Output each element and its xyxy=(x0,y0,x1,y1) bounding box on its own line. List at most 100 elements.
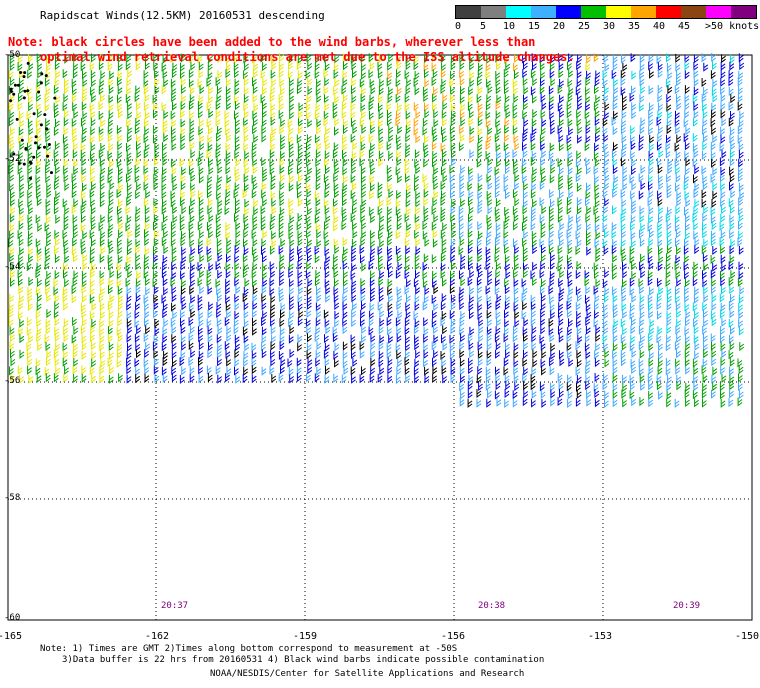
wind-barb xyxy=(244,199,250,208)
wind-barb xyxy=(630,358,636,368)
wind-barb xyxy=(496,150,501,160)
wind-barb xyxy=(225,349,231,359)
wind-barb xyxy=(396,150,402,160)
wind-barb xyxy=(656,381,662,391)
wind-barb xyxy=(477,173,483,183)
wind-barb xyxy=(496,317,501,327)
wind-barb xyxy=(161,342,167,352)
wind-barb xyxy=(90,205,96,215)
wind-barb xyxy=(692,158,698,168)
wind-barb xyxy=(621,206,627,216)
wind-barb xyxy=(523,126,528,136)
wind-barb xyxy=(307,77,313,87)
wind-barb xyxy=(144,205,150,215)
wind-barb xyxy=(216,238,222,248)
wind-barb xyxy=(485,261,491,271)
wind-barb xyxy=(422,278,428,288)
wind-barb xyxy=(235,221,241,231)
wind-barb xyxy=(595,133,600,143)
wind-barb xyxy=(459,142,464,152)
wind-barb xyxy=(188,317,194,327)
wind-barb xyxy=(622,261,627,271)
wind-barb xyxy=(217,165,223,174)
wind-barb xyxy=(270,294,276,304)
footer-note-line-2: 3)Data buffer is 22 hrs from 20160531 4)… xyxy=(62,655,545,665)
wind-barb xyxy=(693,102,699,112)
wind-barb xyxy=(71,294,77,304)
wind-barb xyxy=(226,333,232,342)
wind-barb xyxy=(234,277,240,287)
legend-labels: 0 5 10 15 20 25 30 35 40 45 >50 knots xyxy=(455,21,760,33)
wind-barb xyxy=(467,229,473,239)
wind-barb xyxy=(557,213,563,223)
wind-barb xyxy=(450,70,455,80)
wind-barb xyxy=(9,246,15,256)
wind-barb xyxy=(91,262,96,272)
wind-barb xyxy=(478,109,483,119)
wind-barb xyxy=(730,238,736,248)
wind-barb xyxy=(278,221,284,231)
wind-barb xyxy=(702,102,707,112)
wind-barb xyxy=(297,294,303,304)
wind-barb xyxy=(324,150,330,160)
wind-barb xyxy=(81,198,87,208)
wind-barb xyxy=(261,293,267,303)
wind-barb xyxy=(675,125,680,135)
wind-barb xyxy=(90,341,96,351)
wind-barb xyxy=(243,238,248,248)
wind-barb xyxy=(8,117,14,127)
wind-barb xyxy=(675,205,681,215)
wind-barb xyxy=(505,165,510,175)
wind-barb xyxy=(513,62,518,72)
wind-barb xyxy=(216,286,221,296)
wind-barb xyxy=(297,165,302,175)
wind-barb xyxy=(189,270,195,280)
wind-barb xyxy=(225,230,231,240)
wind-barb xyxy=(613,174,619,184)
wind-barb xyxy=(252,309,257,318)
wind-barb xyxy=(639,310,645,319)
wind-barb xyxy=(414,358,420,368)
wind-barb xyxy=(702,118,708,128)
contamination-marker xyxy=(39,81,43,85)
wind-barb xyxy=(324,238,330,248)
wind-barb xyxy=(531,118,537,128)
wind-barb xyxy=(19,118,25,128)
wind-barb xyxy=(279,334,285,344)
wind-barb xyxy=(469,294,474,304)
wind-barb xyxy=(729,229,734,239)
wind-barb xyxy=(297,230,303,240)
wind-barb xyxy=(306,53,312,63)
wind-barb xyxy=(37,278,42,288)
wind-barb xyxy=(72,87,77,96)
wind-barb xyxy=(720,70,726,79)
wind-barb xyxy=(612,165,618,175)
wind-barb xyxy=(181,94,186,104)
wind-barb xyxy=(692,213,698,223)
wind-barb xyxy=(45,318,51,328)
wind-barb xyxy=(639,317,645,327)
latitude-label: -58 xyxy=(4,493,21,503)
wind-barb xyxy=(369,207,374,216)
wind-barb xyxy=(307,206,312,216)
wind-barb xyxy=(540,389,546,399)
wind-barb xyxy=(306,294,312,304)
wind-barb xyxy=(342,341,348,351)
wind-barb xyxy=(261,189,266,199)
wind-barb xyxy=(577,125,583,135)
wind-barb xyxy=(243,262,249,272)
wind-barb xyxy=(728,117,734,127)
wind-barb xyxy=(594,77,600,87)
contamination-marker xyxy=(47,143,51,146)
wind-barb xyxy=(711,221,717,231)
wind-barb xyxy=(35,214,41,224)
wind-barb xyxy=(171,221,176,231)
wind-barb xyxy=(522,357,528,367)
wind-barb xyxy=(513,94,519,104)
wind-barb xyxy=(631,261,636,271)
wind-barb xyxy=(702,133,708,143)
wind-barb xyxy=(117,245,123,255)
wind-barb xyxy=(279,125,285,135)
wind-barb xyxy=(280,86,285,96)
wind-barb xyxy=(369,373,375,383)
